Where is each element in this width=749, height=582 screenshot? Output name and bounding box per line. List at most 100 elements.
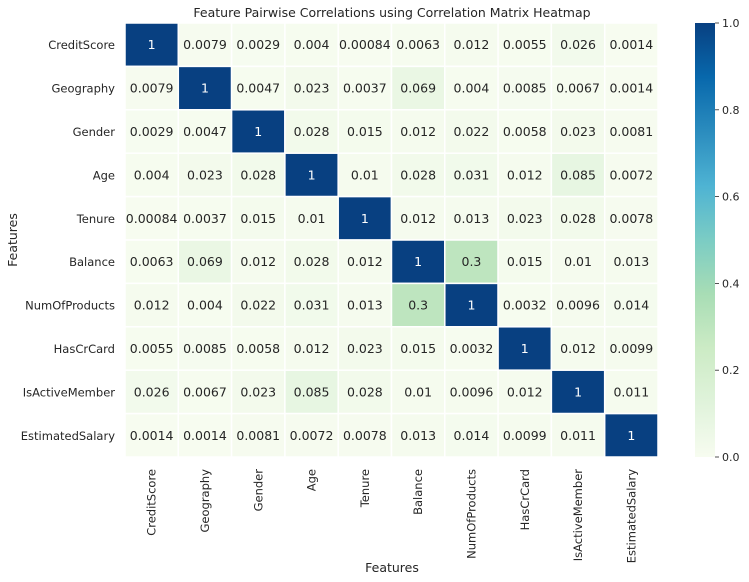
cell-value-label: 0.023 [347, 341, 383, 356]
cell-value-label: 0.011 [560, 428, 596, 443]
cell-value-label: 1 [308, 167, 316, 182]
x-axis-label: Features [365, 560, 419, 575]
cell-value-label: 0.028 [294, 254, 330, 269]
heatmap-cell [603, 369, 659, 415]
heatmap-cell [444, 65, 499, 111]
heatmap-cell [390, 412, 446, 458]
cell-value-label: 1 [254, 124, 262, 139]
heatmap-cell [603, 412, 659, 458]
cell-value-label: 0.0029 [130, 124, 174, 139]
cell-value-label: 0.0081 [236, 428, 280, 443]
cell-value-label: 0.013 [454, 211, 490, 226]
heatmap-cell [550, 326, 606, 371]
cell-value-label: 0.004 [187, 298, 223, 313]
cell-value-label: 0.011 [613, 384, 649, 399]
y-tick-label: HasCrCard [54, 342, 115, 356]
heatmap-cell [390, 65, 446, 111]
colorbar-tick-label: 0.8 [722, 104, 740, 117]
cell-value-label: 0.0067 [183, 384, 227, 399]
heatmap-cell [550, 282, 606, 328]
cell-value-label: 1 [467, 298, 475, 313]
cell-value-label: 0.01 [351, 167, 379, 182]
heatmap-cell [284, 326, 339, 371]
cell-value-label: 0.012 [400, 124, 436, 139]
cell-value-label: 0.00084 [126, 211, 178, 226]
heatmap-cell [497, 326, 553, 371]
heatmap-cell [444, 412, 499, 458]
colorbar-ticks: 0.0 0.2 0.4 0.6 0.8 1.0 [715, 17, 740, 464]
cell-value-label: 0.004 [134, 167, 170, 182]
heatmap-cell [497, 369, 553, 415]
heatmap-cell [124, 239, 180, 285]
heatmap-cell [390, 239, 446, 285]
cell-value-label: 0.015 [240, 211, 276, 226]
y-tick-label: Tenure [76, 212, 115, 226]
cell-value-label: 0.023 [294, 81, 330, 96]
heatmap-cell [550, 195, 606, 241]
cell-value-label: 0.014 [613, 298, 649, 313]
y-tick-label: IsActiveMember [23, 385, 116, 399]
cell-value-label: 0.0029 [236, 37, 280, 52]
cell-value-label: 0.01 [564, 254, 592, 269]
cell-value-label: 0.01 [404, 384, 432, 399]
heatmap-cell [337, 239, 393, 285]
cell-value-label: 0.069 [187, 254, 223, 269]
cell-value-label: 0.028 [294, 124, 330, 139]
cell-value-label: 0.0032 [450, 341, 494, 356]
cell-value-label: 0.023 [507, 211, 543, 226]
heatmap-cell [337, 412, 393, 458]
cell-value-label: 0.012 [240, 254, 276, 269]
heatmap-cell [497, 195, 553, 241]
cell-value-label: 0.028 [400, 167, 436, 182]
cell-value-label: 0.028 [240, 167, 276, 182]
cell-value-label: 0.0079 [130, 81, 174, 96]
colorbar-tick-label: 0.0 [722, 451, 740, 464]
cell-value-label: 0.0037 [183, 211, 227, 226]
heatmap-cell [444, 152, 499, 198]
heatmap-cell [550, 412, 606, 458]
heatmap-cell [444, 109, 499, 154]
cell-value-label: 0.0079 [183, 37, 227, 52]
cell-value-label: 0.0063 [396, 37, 440, 52]
heatmap-cell [390, 326, 446, 371]
cell-value-label: 0.0014 [609, 37, 653, 52]
cell-value-label: 0.015 [507, 254, 543, 269]
heatmap-cell [603, 109, 659, 154]
heatmap-cell-labels: 1 0.0079 0.0029 0.004 0.00084 0.0063 0.012 0.00… [126, 37, 653, 443]
cell-value-label: 0.0078 [343, 428, 387, 443]
cell-value-label: 0.012 [347, 254, 383, 269]
cell-value-label: 0.0099 [503, 428, 547, 443]
heatmap-cell [337, 369, 393, 415]
cell-value-label: 0.015 [347, 124, 383, 139]
heatmap-cell [284, 282, 339, 328]
cell-value-label: 0.013 [613, 254, 649, 269]
x-tick-label: Gender [251, 469, 265, 512]
cell-value-label: 1 [201, 81, 209, 96]
cell-value-label: 0.0099 [609, 341, 653, 356]
cell-value-label: 0.012 [400, 211, 436, 226]
cell-value-label: 0.013 [400, 428, 436, 443]
y-tick-label: NumOfProducts [25, 299, 115, 313]
heatmap-cell [284, 65, 339, 111]
colorbar-tick-label: 1.0 [722, 17, 740, 30]
heatmap-cell [177, 326, 233, 371]
cell-value-label: 0.004 [454, 81, 490, 96]
cell-value-label: 1 [521, 341, 529, 356]
cell-value-label: 0.023 [187, 167, 223, 182]
cell-value-label: 0.085 [294, 384, 330, 399]
x-tick-label: Geography [198, 469, 212, 533]
cell-value-label: 0.0058 [503, 124, 547, 139]
x-tick-label: Age [305, 469, 319, 491]
cell-value-label: 0.0032 [503, 298, 547, 313]
cell-value-label: 0.085 [560, 167, 596, 182]
heatmap-cell [390, 22, 446, 68]
cell-value-label: 0.0063 [130, 254, 174, 269]
heatmap-cell [124, 412, 180, 458]
cell-value-label: 0.026 [134, 384, 170, 399]
cell-value-label: 1 [574, 384, 582, 399]
x-tick-label: HasCrCard [518, 469, 532, 530]
heatmap-cell [177, 195, 233, 241]
heatmap-cell [284, 412, 339, 458]
heatmap-cell [177, 369, 233, 415]
cell-value-label: 0.0072 [609, 167, 653, 182]
